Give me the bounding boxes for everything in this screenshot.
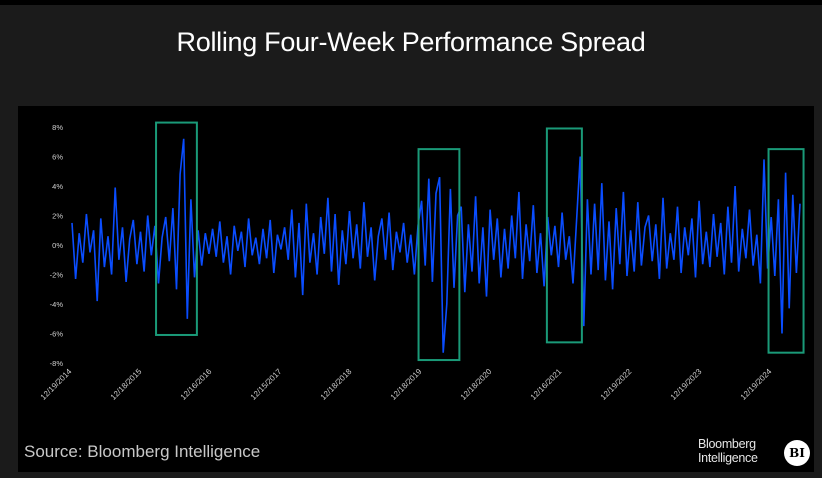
highlight-box bbox=[417, 148, 461, 362]
highlight-box bbox=[767, 148, 805, 354]
x-tick-label: 12/19/2023 bbox=[669, 367, 704, 402]
chart-title: Rolling Four-Week Performance Spread bbox=[176, 27, 646, 57]
x-tick-label: 12/18/2019 bbox=[389, 367, 424, 402]
y-tick-label: 0% bbox=[52, 241, 63, 250]
y-tick-label: -8% bbox=[50, 359, 64, 368]
y-tick-label: 2% bbox=[52, 212, 63, 221]
y-tick-label: -4% bbox=[50, 300, 64, 309]
y-tick-label: -2% bbox=[50, 271, 64, 280]
y-tick-label: 4% bbox=[52, 182, 63, 191]
top-bar bbox=[0, 0, 822, 5]
x-tick-label: 12/19/2014 bbox=[39, 367, 74, 402]
bi-badge-icon: BI bbox=[784, 440, 810, 466]
chart-panel bbox=[18, 106, 814, 472]
y-tick-label: -6% bbox=[50, 330, 64, 339]
x-tick-label: 12/18/2018 bbox=[319, 367, 354, 402]
y-tick-label: 8% bbox=[52, 123, 63, 132]
x-tick-label: 12/16/2016 bbox=[179, 367, 214, 402]
x-tick-label: 12/18/2020 bbox=[459, 367, 494, 402]
logo-line1: Bloomberg bbox=[698, 437, 756, 451]
bloomberg-intelligence-logo: Bloomberg Intelligence bbox=[698, 437, 758, 465]
x-tick-label: 12/18/2015 bbox=[109, 367, 144, 402]
logo-line2: Intelligence bbox=[698, 451, 758, 465]
x-tick-label: 12/19/2022 bbox=[599, 367, 634, 402]
performance-spread-line bbox=[71, 138, 801, 353]
highlight-box bbox=[545, 127, 583, 344]
y-tick-label: 6% bbox=[52, 153, 63, 162]
source-note: Source: Bloomberg Intelligence bbox=[24, 442, 261, 461]
x-tick-label: 12/15/2017 bbox=[249, 367, 284, 402]
highlight-box bbox=[155, 121, 198, 336]
x-tick-label: 12/19/2024 bbox=[739, 367, 774, 402]
x-tick-label: 12/16/2021 bbox=[529, 367, 564, 402]
